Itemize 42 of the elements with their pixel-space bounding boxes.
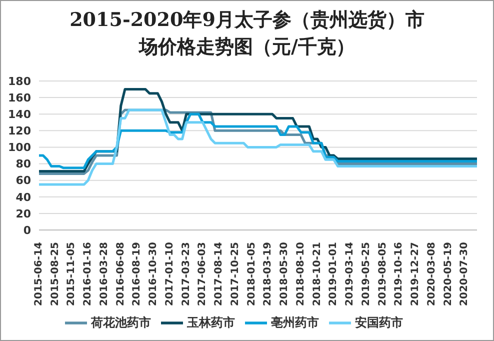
x-tick-label: 2018-01-05 [246, 242, 258, 306]
y-tick-label: 20 [16, 207, 32, 220]
chart-title: 2015-2020年9月太子参（贵州选货）市场价格走势图（元/千克） [68, 8, 426, 60]
x-tick-label: 2020-07-30 [459, 242, 470, 306]
x-tick-label: 2017-08-14 [214, 242, 225, 306]
x-tick-label: 2017-10-25 [230, 242, 241, 306]
y-tick-label: 40 [16, 190, 32, 204]
x-tick-label: 2018-03-19 [262, 242, 274, 306]
x-tick-label: 2015-08-25 [50, 242, 61, 306]
y-tick-label: 140 [8, 108, 32, 122]
x-tick-label: 2016-08-19 [132, 242, 143, 306]
x-tick-label: 2019-03-14 [344, 242, 356, 306]
x-tick-label: 2016-01-16 [82, 242, 94, 306]
y-tick-label: 100 [8, 141, 32, 154]
y-tick-label: 180 [8, 74, 32, 88]
x-tick-label: 2018-08-10 [295, 242, 306, 306]
x-tick-label: 2019-10-16 [394, 242, 405, 306]
x-tick-label: 2017-01-10 [164, 242, 176, 306]
x-tick-label: 2017-06-03 [197, 242, 208, 306]
x-tick-label: 2019-12-27 [410, 242, 422, 306]
x-tick-label: 2018-10-21 [312, 242, 323, 306]
x-tick-label: 2015-06-14 [34, 242, 44, 306]
x-tick-label: 2020-05-19 [442, 242, 454, 306]
legend-label: 荷花池药市 [91, 315, 151, 330]
y-tick-label: 60 [16, 174, 32, 188]
x-tick-label: 2019-08-05 [377, 242, 388, 306]
x-tick-label: 2020-03-08 [426, 242, 438, 306]
x-tick-label: 2016-03-28 [98, 242, 110, 306]
y-tick-label: 120 [8, 124, 32, 138]
y-tick-label: 0 [23, 224, 32, 237]
legend-label: 安国药市 [355, 315, 403, 330]
x-tick-label: 2019-01-01 [328, 242, 340, 306]
legend-label: 玉林药市 [187, 315, 235, 330]
y-tick-label: 160 [8, 91, 32, 104]
x-tick-label: 2015-11-05 [66, 242, 78, 306]
x-tick-label: 2016-10-30 [148, 242, 160, 306]
x-tick-label: 2019-05-25 [360, 242, 372, 306]
x-tick-label: 2016-06-08 [115, 242, 126, 306]
y-tick-label: 80 [16, 158, 32, 171]
legend-label: 亳州药市 [271, 315, 319, 330]
x-tick-label: 2018-05-30 [279, 242, 290, 306]
x-tick-label: 2017-03-23 [180, 242, 192, 306]
